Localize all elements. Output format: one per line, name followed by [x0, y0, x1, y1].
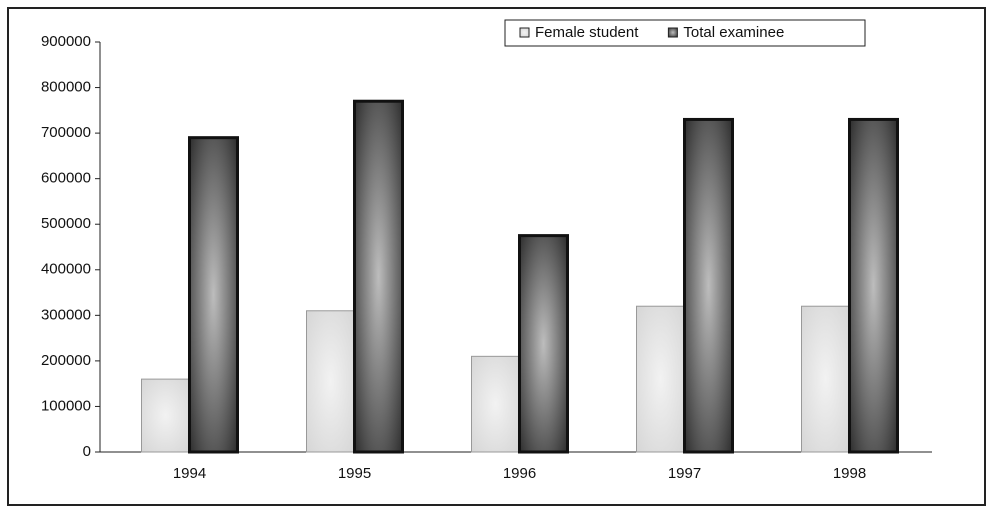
legend-swatch [667, 27, 678, 38]
x-tick-label: 1994 [173, 465, 206, 482]
bar [306, 310, 355, 453]
y-tick-label: 600000 [41, 170, 91, 187]
y-tick-label: 100000 [41, 397, 91, 414]
x-tick-label: 1996 [503, 465, 536, 482]
bar [848, 117, 899, 454]
bar [636, 305, 685, 453]
y-tick-label: 800000 [41, 79, 91, 96]
x-tick-label: 1998 [833, 465, 866, 482]
bar [188, 136, 239, 454]
bar [471, 355, 520, 453]
legend-label: Female student [535, 24, 639, 41]
y-tick-label: 200000 [41, 352, 91, 369]
legend-swatch [519, 27, 530, 38]
legend-box [504, 19, 866, 47]
y-tick-label: 0 [83, 443, 91, 460]
y-tick-label: 500000 [41, 215, 91, 232]
x-tick-label: 1997 [668, 465, 701, 482]
y-tick-label: 700000 [41, 124, 91, 141]
bar [518, 234, 569, 454]
bar [801, 305, 850, 453]
y-tick-label: 400000 [41, 261, 91, 278]
y-tick-label: 900000 [41, 33, 91, 50]
bar [141, 378, 190, 453]
x-tick-label: 1995 [338, 465, 371, 482]
bar [683, 117, 734, 454]
y-tick-label: 300000 [41, 306, 91, 323]
legend-label: Total examinee [683, 24, 784, 41]
bar [353, 99, 404, 454]
